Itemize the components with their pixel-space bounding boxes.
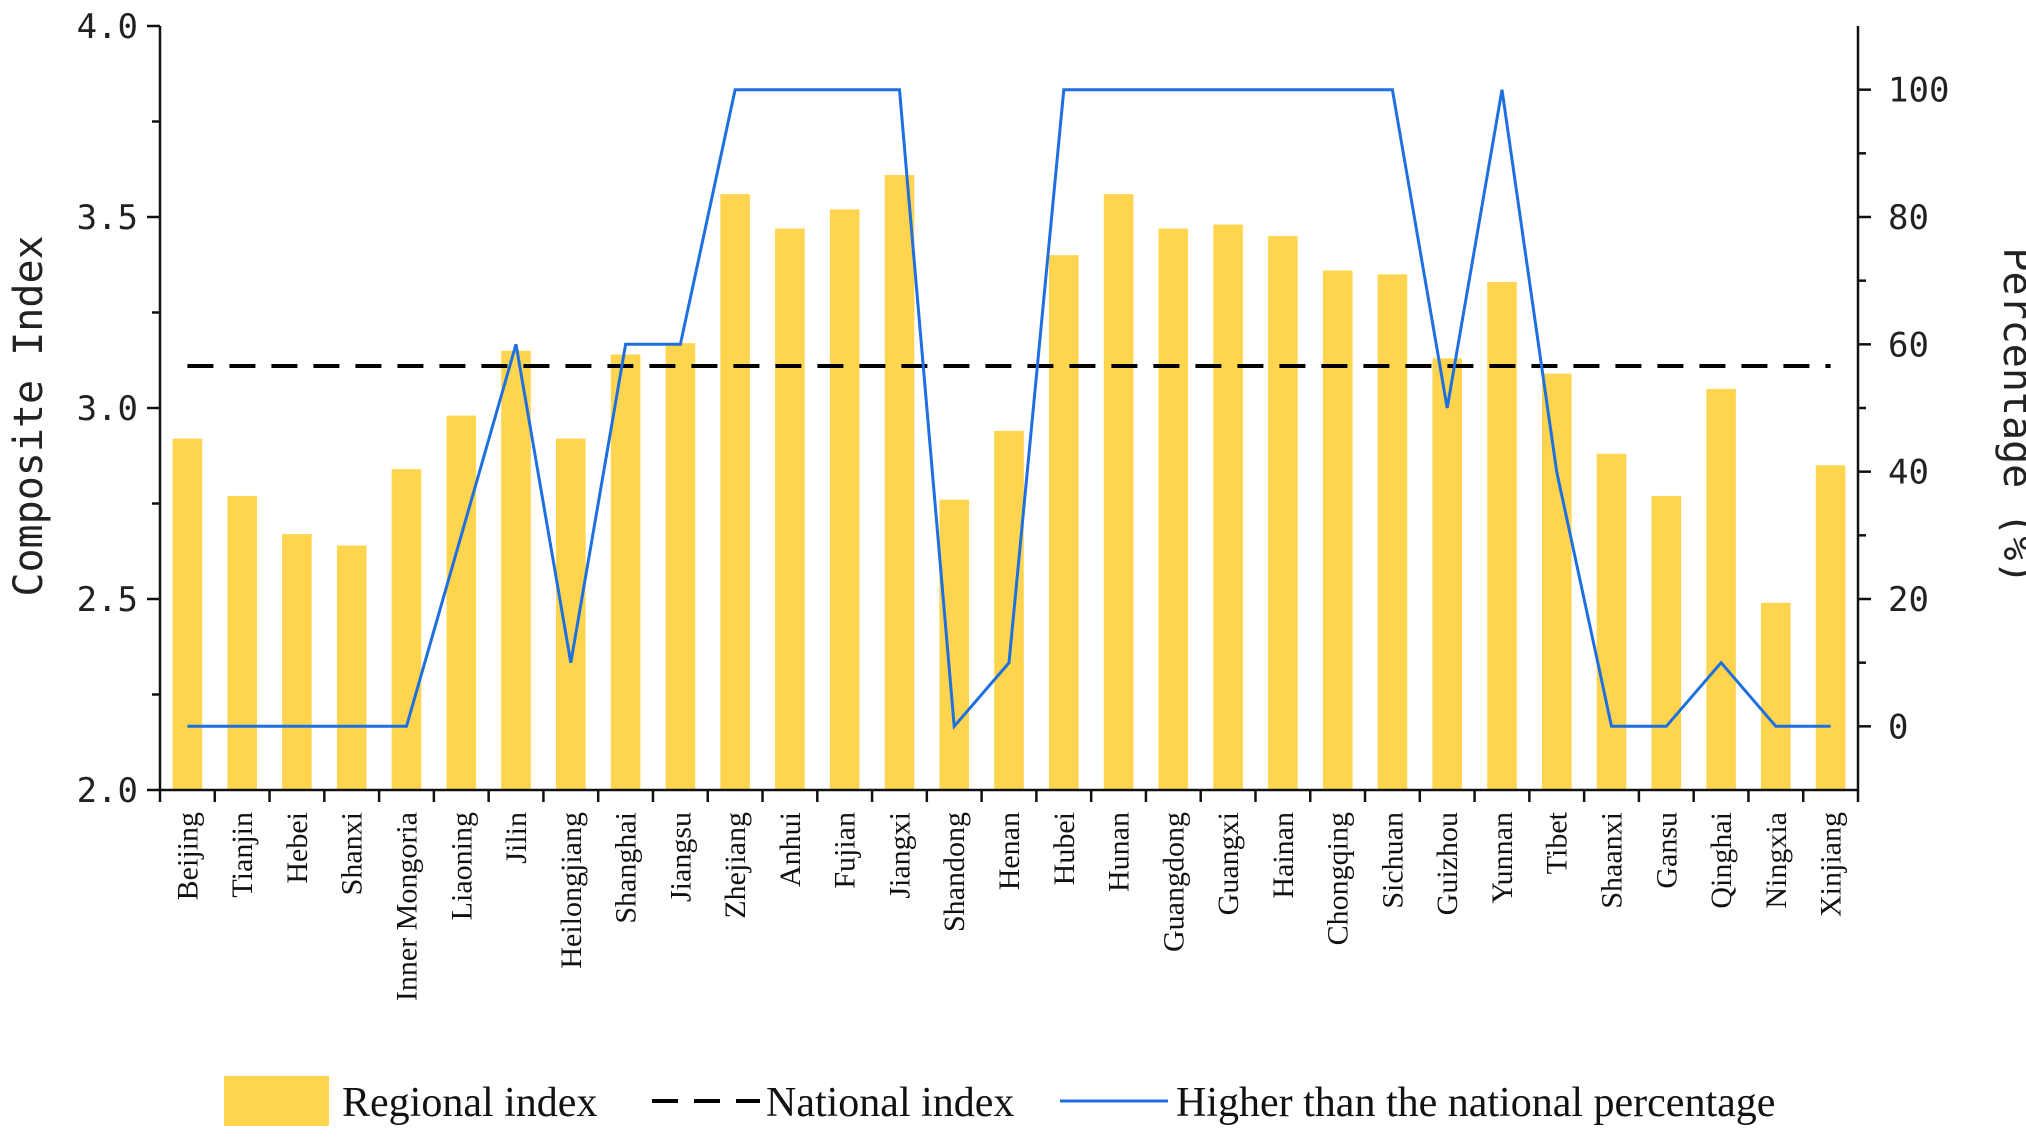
bar-fujian — [829, 209, 860, 790]
category-label: Sichuan — [1376, 812, 1409, 909]
y2-tick-label: 80 — [1888, 198, 1929, 238]
bar-jiangsu — [665, 343, 696, 790]
legend-swatch-regional-index — [224, 1076, 329, 1126]
legend-label-national-index: National index — [766, 1080, 1014, 1126]
y-tick-label: 2.0 — [77, 771, 138, 811]
bar-qinghai — [1706, 388, 1736, 790]
bar-heilongjiang — [556, 438, 586, 790]
bar-hainan — [1268, 236, 1298, 791]
y-axis-title: Composite Index — [6, 235, 52, 596]
category-label: Yunnan — [1486, 812, 1519, 904]
y2-axis-title: Percentage (%) — [1994, 247, 2026, 584]
y-tick-label: 2.5 — [77, 580, 138, 620]
bar-yunnan — [1487, 281, 1517, 790]
bar-xinjiang — [1815, 465, 1846, 790]
y2-tick-label: 40 — [1888, 453, 1929, 493]
category-label: Guangdong — [1157, 812, 1190, 952]
percent-layer — [187, 88, 1831, 730]
bar-shaanxi — [1596, 453, 1627, 790]
y2-tick-label: 100 — [1888, 71, 1949, 111]
bar-inner-mongoria — [391, 469, 422, 790]
category-label: Gansu — [1650, 812, 1683, 889]
category-label: Shaanxi — [1596, 812, 1629, 909]
legend-label-higher-percentage: Higher than the national percentage — [1176, 1080, 1775, 1126]
category-label: Jiangsu — [664, 812, 697, 902]
category-label: Jilin — [500, 812, 533, 864]
category-label: Fujian — [829, 812, 862, 889]
category-label: Shanghai — [610, 812, 643, 924]
axes-layer — [147, 24, 1871, 802]
bar-shanghai — [610, 354, 641, 790]
bar-guizhou — [1432, 358, 1462, 790]
category-label: Inner Mongoria — [391, 812, 424, 1001]
legend: Regional index National index Higher tha… — [224, 1076, 1775, 1126]
category-label: Shandong — [938, 812, 971, 932]
bar-anhui — [775, 228, 805, 790]
category-label: Hainan — [1267, 812, 1300, 899]
bar-sichuan — [1377, 274, 1408, 790]
y2-tick-label: 0 — [1888, 707, 1908, 747]
category-label: Xinjiang — [1815, 812, 1848, 917]
bar-guangxi — [1213, 224, 1243, 791]
category-label: Chongqing — [1322, 812, 1355, 945]
bar-henan — [994, 430, 1024, 790]
bars-layer — [172, 175, 1846, 791]
bar-beijing — [172, 438, 203, 790]
category-label: Ningxia — [1760, 812, 1793, 909]
bar-hubei — [1049, 255, 1079, 790]
category-label: Liaoning — [445, 812, 478, 920]
category-label: Guangxi — [1212, 812, 1245, 915]
category-label: Qinghai — [1705, 812, 1738, 909]
bar-ningxia — [1761, 602, 1791, 790]
bar-guangdong — [1158, 228, 1189, 790]
bar-jiangxi — [884, 175, 915, 790]
category-label: Henan — [993, 812, 1026, 890]
category-label: Jiangxi — [884, 812, 917, 899]
labels-layer: 2.0 2.5 3.0 3.5 4.0 0 20 40 60 80 100 Beijing Tianji… — [77, 7, 1950, 1001]
category-label: Hebei — [281, 812, 314, 884]
bar-chongqing — [1322, 270, 1353, 790]
bar-tibet — [1542, 373, 1572, 790]
bar-jilin — [501, 350, 531, 790]
category-label: Tianjin — [226, 812, 259, 898]
category-label: Shanxi — [336, 812, 369, 895]
category-label: Guizhou — [1431, 812, 1464, 915]
bar-hebei — [282, 534, 312, 790]
bar-tianjin — [227, 495, 257, 790]
bar-shanxi — [336, 545, 367, 790]
category-label: Heilongjiang — [555, 812, 588, 969]
bar-gansu — [1651, 495, 1682, 790]
category-label: Hunan — [1103, 812, 1136, 892]
bar-hunan — [1103, 194, 1134, 791]
y-tick-label: 4.0 — [77, 7, 138, 47]
percentage-line — [187, 88, 1831, 730]
category-label: Zhejiang — [719, 812, 752, 919]
category-label: Anhui — [774, 812, 807, 887]
y-tick-label: 3.5 — [77, 198, 138, 238]
category-label: Tibet — [1541, 811, 1574, 874]
bar-zhejiang — [720, 194, 750, 791]
y-tick-label: 3.0 — [77, 389, 138, 429]
category-label: Hubei — [1048, 812, 1081, 885]
y2-tick-label: 20 — [1888, 580, 1929, 620]
bar-shandong — [939, 499, 969, 790]
y2-tick-label: 60 — [1888, 325, 1929, 365]
legend-label-regional-index: Regional index — [342, 1080, 597, 1126]
category-label: Beijing — [171, 812, 204, 900]
bar-liaoning — [446, 415, 477, 790]
